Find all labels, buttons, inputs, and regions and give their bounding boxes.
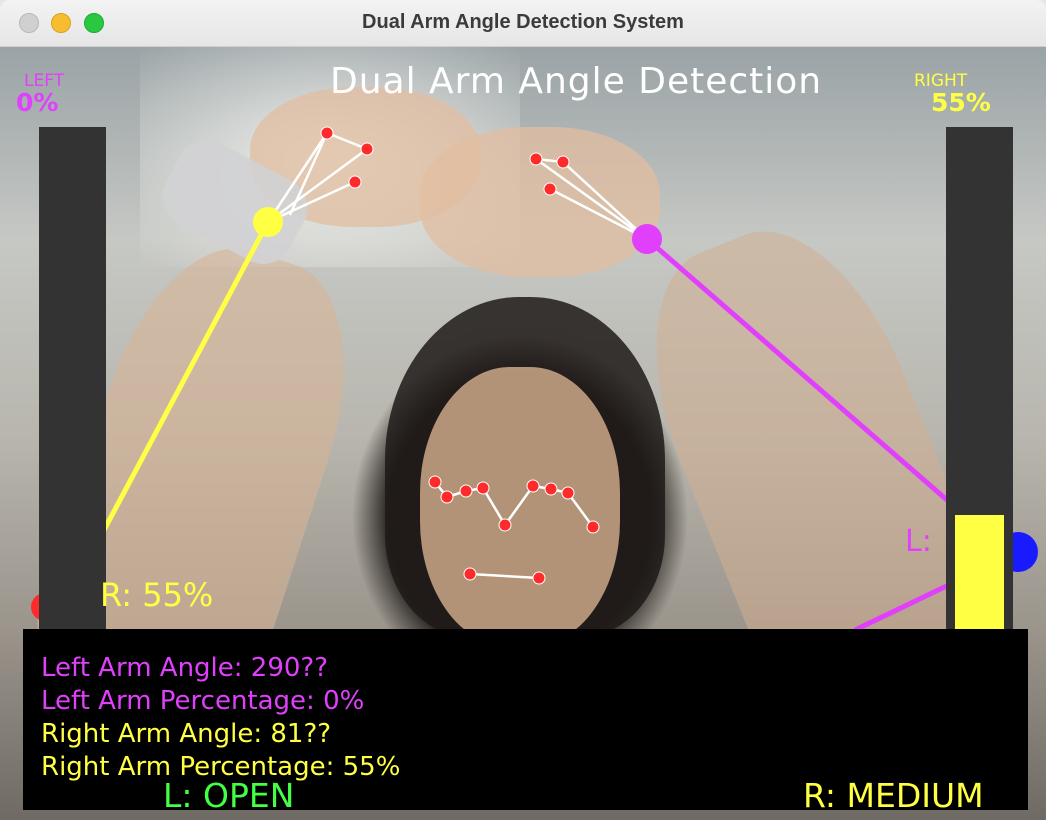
right-side-label: R: 55% [100,579,213,611]
right-percentage-bar [946,127,1013,630]
right-upper-arm-line [855,582,955,630]
left-bar-percent: 0% [16,90,58,115]
right-forearm-line [647,239,955,507]
window-title: Dual Arm Angle Detection System [0,11,1046,34]
left-arm-percentage-text: Left Arm Percentage: 0% [41,688,364,714]
left-side-label: L: [905,527,932,557]
right-state-text: R: MEDIUM [803,779,984,812]
right-wrist-marker [632,224,662,254]
right-arm-angle-text: Right Arm Angle: 81?? [41,721,331,747]
overlay-heading: Dual Arm Angle Detection [330,64,822,100]
camera-feed: Dual Arm Angle Detection LEFT 0% RIGHT 5… [0,47,1046,820]
landmark-points [321,127,599,584]
left-percentage-bar [39,127,106,630]
left-wrist-marker [253,207,283,237]
right-hand-connectors [536,159,647,239]
info-panel: Left Arm Angle: 290?? Left Arm Percentag… [23,629,1028,810]
right-bar-percent: 55% [931,90,991,115]
title-bar[interactable]: Dual Arm Angle Detection System [0,0,1046,47]
right-percentage-fill [955,515,1004,630]
left-arm-angle-text: Left Arm Angle: 290?? [41,655,328,681]
left-state-text: L: OPEN [163,779,294,812]
left-forearm-line [95,222,268,547]
